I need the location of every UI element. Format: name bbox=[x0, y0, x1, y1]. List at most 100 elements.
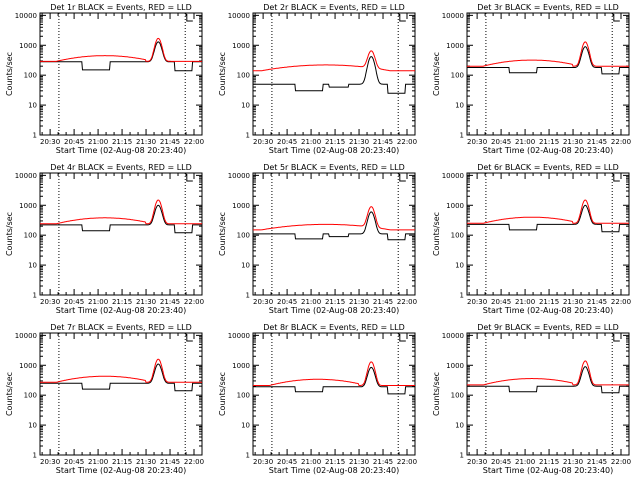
x-tick-label: 20:30 bbox=[467, 458, 487, 466]
x-tick-label: 22:00 bbox=[611, 298, 631, 306]
series-events bbox=[467, 366, 629, 394]
series-events bbox=[467, 46, 629, 75]
y-tick-label: 10000 bbox=[442, 172, 464, 180]
x-tick-label: 21:00 bbox=[88, 458, 108, 466]
y-tick-label: 10000 bbox=[442, 12, 464, 20]
y-axis-label: Counts/sec bbox=[218, 372, 227, 416]
y-tick-label: 1 bbox=[33, 452, 37, 460]
x-tick-label: 21:00 bbox=[301, 138, 321, 146]
saa-flag-marker bbox=[399, 334, 406, 342]
x-tick-label: 22:00 bbox=[184, 138, 204, 146]
x-tick-label: 21:00 bbox=[515, 298, 535, 306]
y-tick-label: 1000 bbox=[446, 202, 464, 210]
panel-title: Det 6r BLACK = Events, RED = LLD bbox=[477, 163, 619, 172]
y-tick-label: 10 bbox=[28, 262, 37, 270]
y-tick-label: 10 bbox=[241, 262, 250, 270]
saa-flag-marker bbox=[613, 334, 620, 342]
panel-det-1r: Det 1r BLACK = Events, RED = LLD 1 10 100 10… bbox=[5, 3, 204, 155]
y-tick-label: 10 bbox=[455, 422, 464, 430]
x-tick-label: 21:00 bbox=[301, 298, 321, 306]
y-tick-label: 1000 bbox=[19, 42, 37, 50]
x-tick-label: 22:00 bbox=[397, 138, 417, 146]
y-tick-label: 10 bbox=[455, 262, 464, 270]
panel-det-4r: Det 4r BLACK = Events, RED = LLD 1 10 100 10… bbox=[5, 163, 204, 315]
series-lld bbox=[253, 206, 415, 231]
x-tick-label: 21:30 bbox=[349, 298, 369, 306]
y-tick-label: 10000 bbox=[15, 332, 37, 340]
x-axis-label: Start Time (02-Aug-08 20:23:40) bbox=[483, 306, 614, 315]
series-lld bbox=[467, 41, 629, 67]
y-tick-label: 10000 bbox=[228, 172, 250, 180]
saa-flag-marker bbox=[613, 174, 620, 182]
series-events bbox=[467, 204, 629, 233]
panel-title: Det 7r BLACK = Events, RED = LLD bbox=[50, 323, 192, 332]
x-tick-label: 21:30 bbox=[136, 138, 156, 146]
series-lld bbox=[467, 199, 629, 224]
x-tick-label: 21:30 bbox=[349, 458, 369, 466]
y-axis-label: Counts/sec bbox=[432, 372, 441, 416]
series-events bbox=[40, 363, 202, 392]
x-tick-label: 21:45 bbox=[160, 298, 180, 306]
x-tick-label: 22:00 bbox=[184, 298, 204, 306]
x-tick-label: 21:30 bbox=[563, 298, 583, 306]
panel-det-3r: Det 3r BLACK = Events, RED = LLD 1 10 100 10… bbox=[432, 3, 631, 155]
x-tick-label: 22:00 bbox=[611, 138, 631, 146]
y-tick-label: 10000 bbox=[228, 12, 250, 20]
y-axis-label: Counts/sec bbox=[432, 212, 441, 256]
series-events bbox=[253, 366, 415, 395]
series-lld bbox=[40, 358, 202, 383]
x-axis-label: Start Time (02-Aug-08 20:23:40) bbox=[56, 306, 187, 315]
series-lld bbox=[467, 360, 629, 386]
x-tick-label: 20:30 bbox=[40, 458, 60, 466]
panel-det-7r: Det 7r BLACK = Events, RED = LLD 1 10 100 10… bbox=[5, 323, 204, 475]
x-tick-label: 21:15 bbox=[325, 138, 345, 146]
series-events bbox=[253, 211, 415, 241]
y-tick-label: 10 bbox=[241, 102, 250, 110]
series-lld bbox=[253, 50, 415, 72]
y-tick-label: 1 bbox=[33, 292, 37, 300]
x-tick-label: 20:30 bbox=[467, 138, 487, 146]
y-tick-label: 1 bbox=[460, 452, 464, 460]
x-tick-label: 22:00 bbox=[397, 298, 417, 306]
x-tick-label: 21:30 bbox=[563, 458, 583, 466]
x-tick-label: 21:30 bbox=[136, 298, 156, 306]
series-lld bbox=[253, 361, 415, 386]
y-tick-label: 1000 bbox=[232, 202, 250, 210]
plot-frame bbox=[39, 12, 203, 136]
x-tick-label: 21:45 bbox=[587, 458, 607, 466]
x-tick-label: 21:45 bbox=[373, 298, 393, 306]
plot-frame bbox=[466, 332, 630, 456]
y-tick-label: 100 bbox=[237, 392, 250, 400]
y-tick-label: 100 bbox=[451, 72, 464, 80]
y-axis-label: Counts/sec bbox=[5, 372, 14, 416]
x-tick-label: 21:00 bbox=[88, 298, 108, 306]
panel-title: Det 2r BLACK = Events, RED = LLD bbox=[263, 3, 405, 12]
y-axis-label: Counts/sec bbox=[218, 52, 227, 96]
x-tick-label: 20:45 bbox=[277, 298, 297, 306]
x-tick-label: 21:45 bbox=[373, 458, 393, 466]
y-tick-label: 100 bbox=[24, 232, 37, 240]
x-tick-label: 20:45 bbox=[491, 138, 511, 146]
y-tick-label: 100 bbox=[24, 392, 37, 400]
x-tick-label: 21:00 bbox=[515, 458, 535, 466]
y-tick-label: 10 bbox=[455, 102, 464, 110]
panel-title: Det 3r BLACK = Events, RED = LLD bbox=[477, 3, 619, 12]
plot-frame bbox=[466, 12, 630, 136]
y-tick-label: 10 bbox=[28, 102, 37, 110]
saa-flag-marker bbox=[399, 14, 406, 22]
y-axis-label: Counts/sec bbox=[432, 52, 441, 96]
y-tick-label: 100 bbox=[24, 72, 37, 80]
y-axis-label: Counts/sec bbox=[5, 52, 14, 96]
y-tick-label: 10000 bbox=[442, 332, 464, 340]
x-tick-label: 21:15 bbox=[325, 298, 345, 306]
panel-title: Det 1r BLACK = Events, RED = LLD bbox=[50, 3, 192, 12]
panel-title: Det 4r BLACK = Events, RED = LLD bbox=[50, 163, 192, 172]
series-events bbox=[253, 56, 415, 94]
x-tick-label: 21:30 bbox=[349, 138, 369, 146]
x-tick-label: 22:00 bbox=[397, 458, 417, 466]
plot-frame bbox=[39, 332, 203, 456]
x-tick-label: 21:45 bbox=[587, 138, 607, 146]
y-tick-label: 100 bbox=[451, 392, 464, 400]
series-lld bbox=[40, 37, 202, 62]
panel-det-6r: Det 6r BLACK = Events, RED = LLD 1 10 100 10… bbox=[432, 163, 631, 315]
